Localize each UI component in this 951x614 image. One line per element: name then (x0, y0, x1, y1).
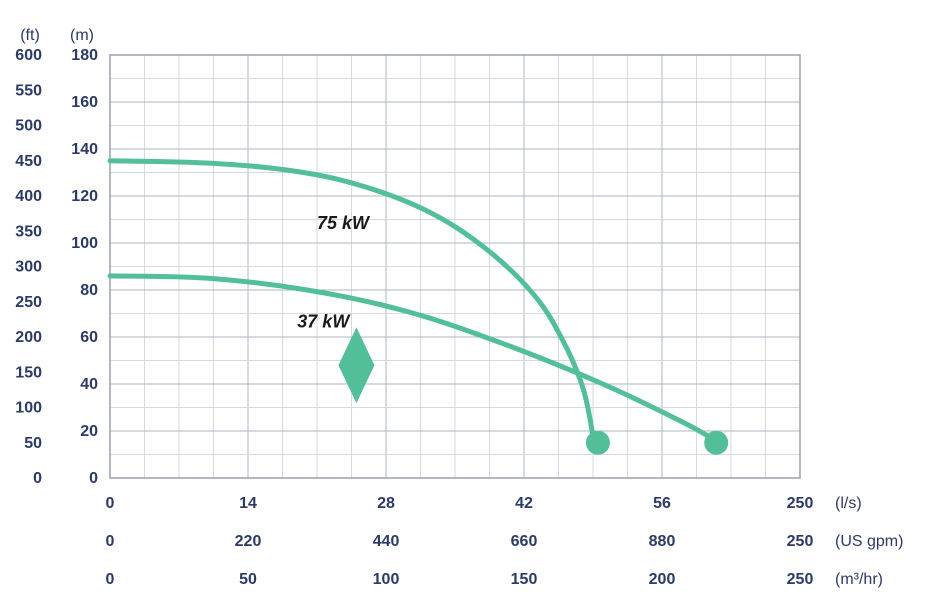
x-tick: 880 (649, 533, 676, 550)
x-tick: 200 (649, 571, 676, 588)
x-tick: 56 (653, 495, 671, 512)
curve-end-marker (704, 431, 728, 455)
pump-curve (110, 276, 711, 438)
x-tick: 0 (106, 533, 115, 550)
y-tick-ft: 150 (15, 364, 42, 381)
y-tick-ft: 500 (15, 118, 42, 135)
x-tick: 220 (235, 533, 262, 550)
x-tick: 28 (377, 495, 395, 512)
chart-svg: (ft)(m)050100150200250300350400450500550… (0, 0, 951, 614)
x-tick: 50 (239, 571, 257, 588)
y-tick-ft: 400 (15, 188, 42, 205)
x-tick-last: 250 (787, 495, 814, 512)
y-tick-m: 160 (71, 94, 98, 111)
y-tick-ft: 100 (15, 400, 42, 417)
pump-curve-chart: (ft)(m)050100150200250300350400450500550… (0, 0, 951, 614)
x-axis-unit: (US gpm) (835, 533, 903, 550)
y-tick-ft: 250 (15, 294, 42, 311)
y-tick-ft: 300 (15, 259, 42, 276)
x-tick: 150 (511, 571, 538, 588)
y-tick-ft: 600 (15, 47, 42, 64)
x-tick: 660 (511, 533, 538, 550)
curve-end-marker (586, 431, 610, 455)
x-tick: 0 (106, 571, 115, 588)
y-tick-m: 20 (80, 423, 98, 440)
curve-label: 37 kW (297, 312, 351, 332)
y-axis-m-unit: (m) (70, 27, 94, 44)
y-tick-ft: 450 (15, 153, 42, 170)
y-tick-m: 60 (80, 329, 98, 346)
y-tick-ft: 200 (15, 329, 42, 346)
curve-label: 75 kW (317, 213, 371, 233)
x-tick: 0 (106, 495, 115, 512)
x-tick-last: 250 (787, 571, 814, 588)
y-tick-m: 40 (80, 376, 98, 393)
x-tick-last: 250 (787, 533, 814, 550)
grid (110, 55, 800, 478)
y-tick-ft: 550 (15, 82, 42, 99)
x-tick: 100 (373, 571, 400, 588)
y-tick-m: 0 (89, 470, 98, 487)
y-tick-ft: 350 (15, 223, 42, 240)
x-tick: 14 (239, 495, 257, 512)
y-tick-ft: 0 (33, 470, 42, 487)
y-tick-m: 180 (71, 47, 98, 64)
x-axis-unit: (m³/hr) (835, 571, 883, 588)
y-tick-ft: 50 (24, 435, 42, 452)
y-tick-m: 140 (71, 141, 98, 158)
y-tick-m: 100 (71, 235, 98, 252)
y-axis-ft-unit: (ft) (20, 27, 40, 44)
y-tick-m: 80 (80, 282, 98, 299)
x-axis-unit: (l/s) (835, 495, 862, 512)
x-tick: 42 (515, 495, 533, 512)
diamond-marker-icon (338, 327, 374, 403)
x-tick: 440 (373, 533, 400, 550)
y-tick-m: 120 (71, 188, 98, 205)
